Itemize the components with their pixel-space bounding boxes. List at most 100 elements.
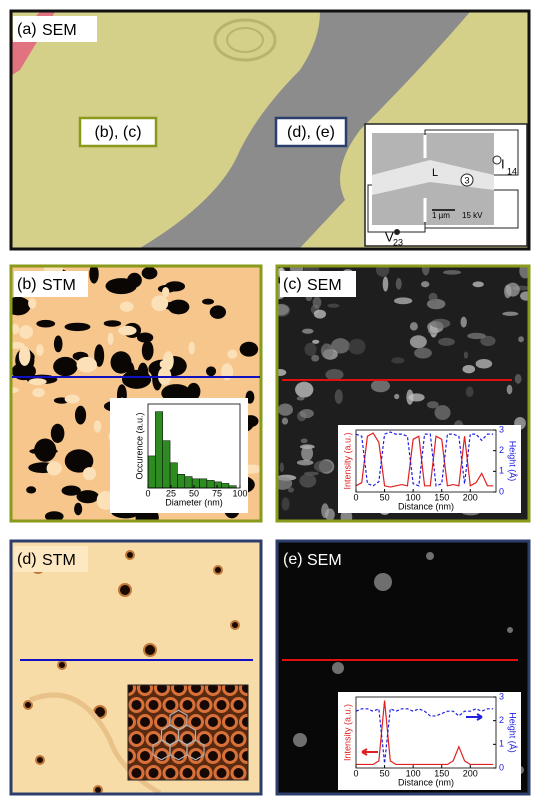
panel-label: (d): [17, 551, 37, 568]
x-tick-label: 0: [353, 768, 358, 778]
sem-grain: [324, 508, 335, 520]
dark-pit: [34, 438, 57, 462]
sem-grain: [438, 337, 455, 346]
atom-ring: [179, 765, 196, 780]
panel-a-frame: [9, 9, 531, 251]
inset-frame: [127, 684, 249, 781]
panel-b-frame: [9, 264, 263, 523]
x-tick-label: 0: [145, 488, 150, 498]
atom-ring: [188, 685, 204, 696]
bright-island: [188, 341, 196, 355]
sem-grain: [281, 497, 290, 511]
sem-grain: [325, 369, 344, 381]
sem-grain: [296, 459, 314, 466]
atom-ring: [239, 714, 248, 730]
arrow: [361, 748, 378, 756]
plot-frame: [355, 696, 497, 769]
atom-ring: [162, 731, 179, 747]
panel-label: (a): [17, 21, 37, 38]
defect: [118, 583, 132, 597]
atom-ring: [213, 697, 230, 713]
atom-ring: [137, 714, 153, 730]
sem-grain: [382, 276, 389, 292]
sem-grain: [295, 381, 314, 398]
bright-island: [93, 420, 102, 433]
sem-grain: [331, 338, 350, 354]
length-label: L: [432, 167, 438, 179]
dark-pit: [53, 335, 63, 353]
atom-ring: [128, 697, 145, 713]
dark-pit: [64, 449, 94, 473]
histogram-bar: [191, 478, 200, 489]
sem-grain: [467, 332, 486, 340]
atom-ring: [137, 748, 153, 764]
dark-pit: [74, 502, 83, 516]
voltage-subscript: 23: [393, 237, 403, 247]
plot-frame: [355, 429, 497, 493]
lattice-overlay: [169, 709, 188, 731]
dark-pit: [121, 369, 152, 389]
bright-island: [28, 378, 47, 386]
sem-grain: [430, 299, 436, 307]
lattice-overlay: [186, 739, 205, 761]
x-tick-label: 100: [406, 492, 421, 502]
region-label: (d), (e): [287, 124, 335, 141]
atom-ring: [145, 765, 162, 780]
defect: [57, 660, 67, 670]
dark-pit: [36, 319, 56, 328]
technique-label: STM: [42, 277, 76, 294]
panel-d-frame: [9, 539, 263, 796]
sem-grain: [394, 297, 413, 305]
atom-ring: [196, 697, 213, 713]
sem-grain: [334, 389, 343, 404]
dark-pit: [61, 485, 81, 496]
beam-label: 15 kV: [462, 211, 483, 220]
atom-ring: [205, 685, 221, 696]
sem-grain: [312, 339, 320, 344]
dark-pit: [186, 382, 201, 401]
current-subscript: 14: [507, 166, 517, 176]
histogram-bar: [155, 411, 163, 489]
data-line: [355, 432, 494, 488]
atom-ring: [205, 748, 221, 764]
sem-grain: [502, 311, 519, 316]
dark-pit: [26, 486, 37, 494]
data-line: [355, 431, 494, 487]
sem-grain: [475, 358, 493, 369]
y2-tick-label: 3: [499, 424, 504, 434]
sem-grain: [430, 318, 451, 329]
sem-grain: [394, 393, 400, 400]
sem-grain: [311, 354, 320, 362]
atom-ring: [222, 714, 238, 730]
atom-ring: [196, 765, 213, 780]
dark-pit: [89, 267, 99, 284]
sem-grain: [300, 438, 308, 444]
y2-tick-label: 1: [499, 466, 504, 476]
bright-spot: [374, 573, 392, 591]
x-tick-label: 200: [463, 768, 478, 778]
atom-ring: [239, 685, 248, 696]
dark-pit: [103, 320, 122, 327]
atom-ring: [239, 748, 248, 764]
atom-ring: [230, 765, 247, 780]
region-label: (b), (c): [94, 124, 141, 141]
atom-ring: [222, 685, 238, 696]
sem-grain: [281, 417, 289, 425]
voltage-label: V: [385, 229, 394, 244]
y2-tick-label: 2: [499, 445, 504, 455]
y2-axis-label: Height (Å): [508, 441, 518, 482]
contact-circle: [460, 173, 474, 187]
y-axis-label: Occurence (a.u.): [134, 412, 144, 479]
atom-ring: [154, 714, 170, 730]
histogram-bar: [206, 480, 215, 489]
atom-ring: [128, 714, 136, 730]
defect: [35, 755, 45, 765]
label-box: [14, 271, 88, 297]
bright-spot: [426, 552, 434, 560]
sem-grain: [395, 277, 402, 290]
panel-e-frame: [275, 539, 531, 796]
atom-ring: [222, 748, 238, 764]
wire: [367, 184, 395, 233]
dark-pit: [141, 267, 158, 280]
atom-ring: [171, 685, 187, 696]
